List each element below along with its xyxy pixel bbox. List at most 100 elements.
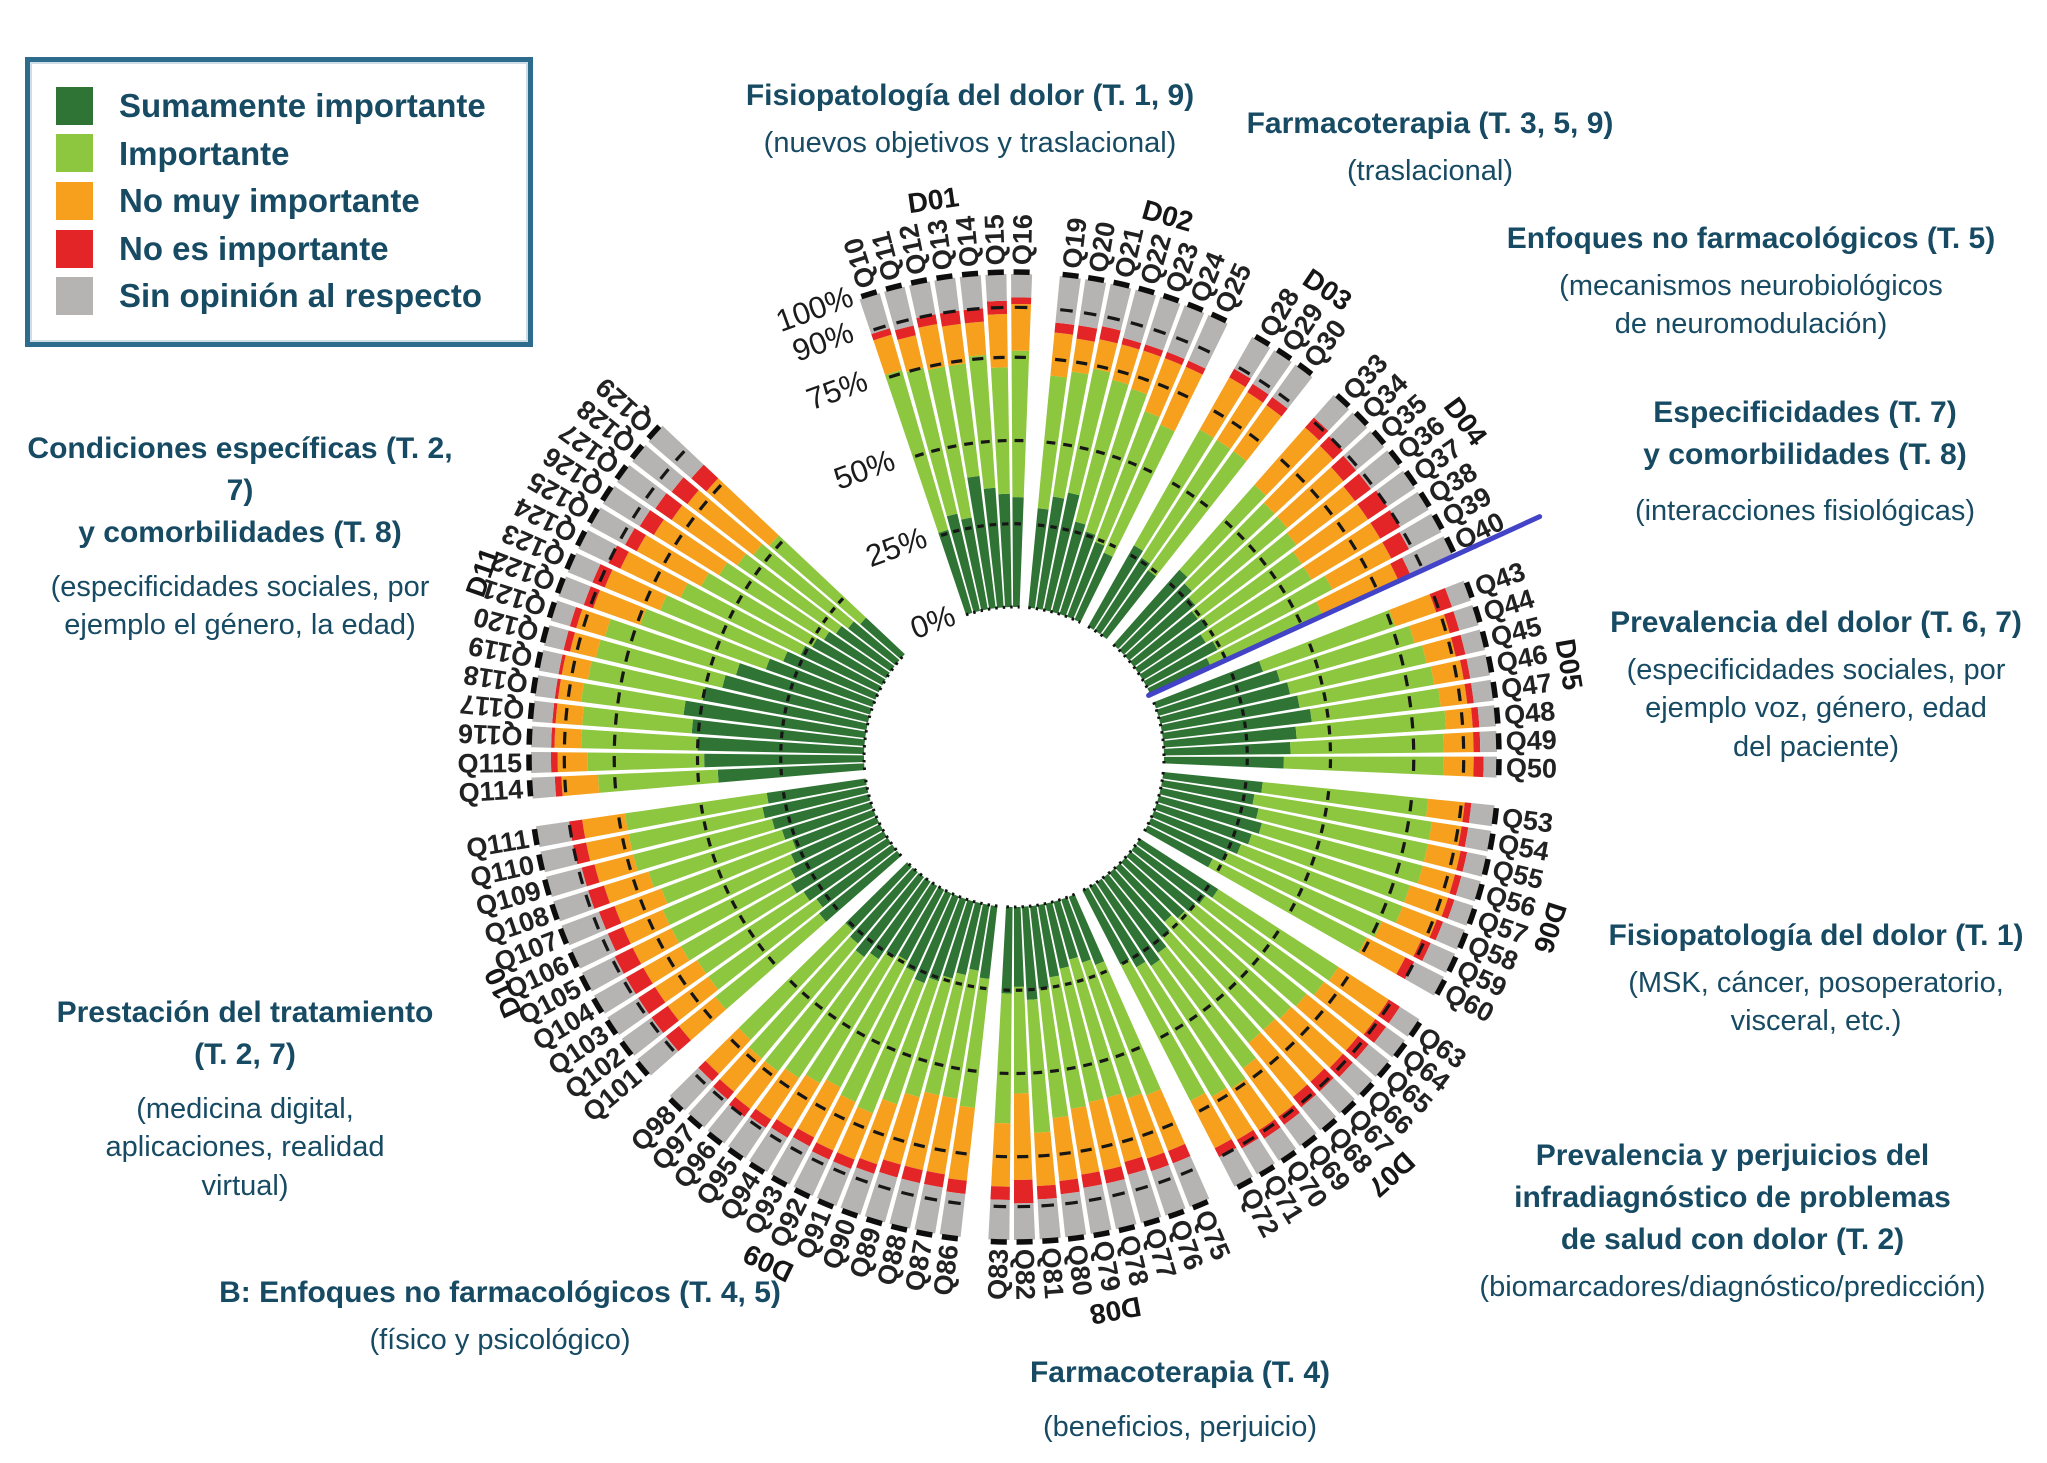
gridline-tick-75 [616,692,622,704]
bar-Q45-seg-sumamente_importante [1158,682,1291,724]
bar-Q94-seg-no_muy_importante [776,1074,820,1130]
gridline-tick-90 [1402,532,1412,546]
bar-Q123-seg-sumamente_importante [783,651,879,700]
gridline-tick-25 [1088,974,1096,980]
bar-Q106-seg-importante [662,853,796,925]
bar-Q91-seg-no_muy_importante [837,1106,873,1160]
bar-Q69-seg-sumamente_importante [1102,873,1167,954]
gridline-tick-25 [1121,959,1129,966]
gridline-tick-75 [1101,1142,1113,1149]
gridline-tick-75 [1323,504,1334,516]
gridline-tick-90 [1362,473,1373,486]
gridline-0-D04 [1112,643,1152,695]
bar-Q43-seg-sin_opinion [1445,580,1471,608]
bar-Q105-seg-sumamente_importante [790,824,883,879]
bar-Q16-seg-sin_opinion [1011,274,1033,298]
gridline-tick-25 [1085,533,1094,539]
gridline-tick-100 [1403,469,1418,487]
bar-Q102-seg-no_es_importante [651,1005,679,1034]
bar-Q60-seg-sumamente_importante [1144,825,1213,868]
gridline-tick-100 [1186,301,1204,313]
gridline-tick-90 [1262,1122,1275,1133]
gridline-tick-75 [1299,1025,1310,1037]
q-label-Q114: Q114 [458,774,524,808]
gridline-tick-100 [770,1175,788,1188]
gridline-tick-100 [586,507,600,524]
gridline-tick-100 [546,601,557,619]
bar-Q75-seg-sumamente_importante [1068,894,1105,965]
bar-Q15-seg-sin_opinion [985,274,1007,302]
gridline-tick-25 [1194,609,1201,617]
bar-Q45-seg-no_muy_importante [1422,637,1456,664]
gridline-tick-50 [1269,570,1277,580]
gridline-tick-90 [1313,421,1325,432]
bar-Q36-seg-no_muy_importante [1286,486,1355,545]
gridline-tick-90 [1197,345,1211,354]
q-label-Q83: Q83 [982,1248,1014,1300]
gridline-tick-100 [936,273,953,281]
gridline-tick-50 [1049,1068,1060,1074]
q-label-Q48: Q48 [1503,696,1556,730]
bar-Q78-seg-no_muy_importante [1088,1098,1122,1171]
gridline-tick-100 [860,289,878,300]
bar-Q59-seg-importante [1222,852,1383,938]
gridline-tick-25 [1231,830,1237,838]
bar-Q58-seg-sin_opinion [1435,921,1465,950]
bar-Q72-seg-importante [1120,959,1206,1101]
gridline-tick-50 [735,594,744,605]
gridline-tick-90 [608,547,617,561]
bar-Q87-seg-no_es_importante [924,1170,945,1188]
gridline-tick-75 [631,879,639,891]
bar-Q49-seg-no_muy_importante [1443,732,1474,753]
legend-swatch-importante [56,134,93,173]
gridline-tick-90 [592,916,601,930]
gridline-tick-100 [817,1198,835,1210]
gridline-tick-50 [767,956,776,965]
gridline-tick-50 [950,1065,961,1071]
bar-Q43-seg-sumamente_importante [1153,660,1264,709]
gridline-tick-50 [1258,557,1267,566]
gridline-tick-25 [1222,853,1228,861]
gridline-tick-100 [1466,908,1478,926]
bar-Q86-seg-sumamente_importante [979,905,998,979]
bar-Q121-seg-importante [604,618,740,676]
bar-Q69-seg-sin_opinion [1284,1112,1317,1147]
bar-Q126-seg-no_es_importante [639,510,664,536]
gridline-tick-100 [1359,1081,1375,1098]
bar-Q124-seg-sin_opinion [578,529,618,564]
bar-Q77-seg-sumamente_importante [1053,899,1079,960]
bar-Q122-seg-no_muy_importante [593,590,647,625]
gridline-tick-100 [865,1216,883,1227]
bar-Q72-seg-no_muy_importante [1190,1092,1232,1149]
gridline-tick-25 [1150,567,1158,574]
gridline-tick-25 [1162,930,1170,938]
gridline-tick-90 [674,450,686,462]
gridline-tick-90 [1083,311,1097,317]
gridline-tick-25 [866,937,874,944]
bar-Q109-seg-no_es_importante [581,864,600,887]
bar-Q107-seg-no_muy_importante [614,888,668,924]
gridline-tick-50 [1224,520,1233,529]
annotation-subtitle: (físico y psicológico) [369,1324,631,1356]
gridline-tick-90 [694,1073,707,1085]
gridline-tick-25 [797,659,804,667]
bar-Q104-seg-sin_opinion [594,977,636,1014]
bar-Q55-seg-sumamente_importante [1159,787,1259,819]
gridline-tick-50 [728,609,735,619]
bar-Q11-seg-no_es_importante [894,325,916,340]
gridline-tick-75 [1054,357,1067,363]
bar-Q80-seg-importante [1038,987,1069,1119]
gridline-tick-100 [1376,1062,1392,1079]
bar-Q110-seg-sumamente_importante [762,786,869,819]
gridline-tick-100 [686,1114,703,1130]
gridline-tick-100 [1341,1100,1357,1116]
bar-Q103-seg-no_es_importante [638,987,666,1014]
gridline-tick-25 [824,893,831,901]
q-label-Q49: Q49 [1505,725,1557,757]
bar-Q79-seg-no_es_importante [1081,1171,1103,1188]
gridline-tick-25 [1227,841,1233,849]
bar-Q121-seg-no_muy_importante [576,609,611,637]
gridline-tick-25 [829,606,837,614]
bar-Q23-seg-no_es_importante [1143,344,1164,357]
bar-Q117-seg-no_es_importante [552,702,558,724]
